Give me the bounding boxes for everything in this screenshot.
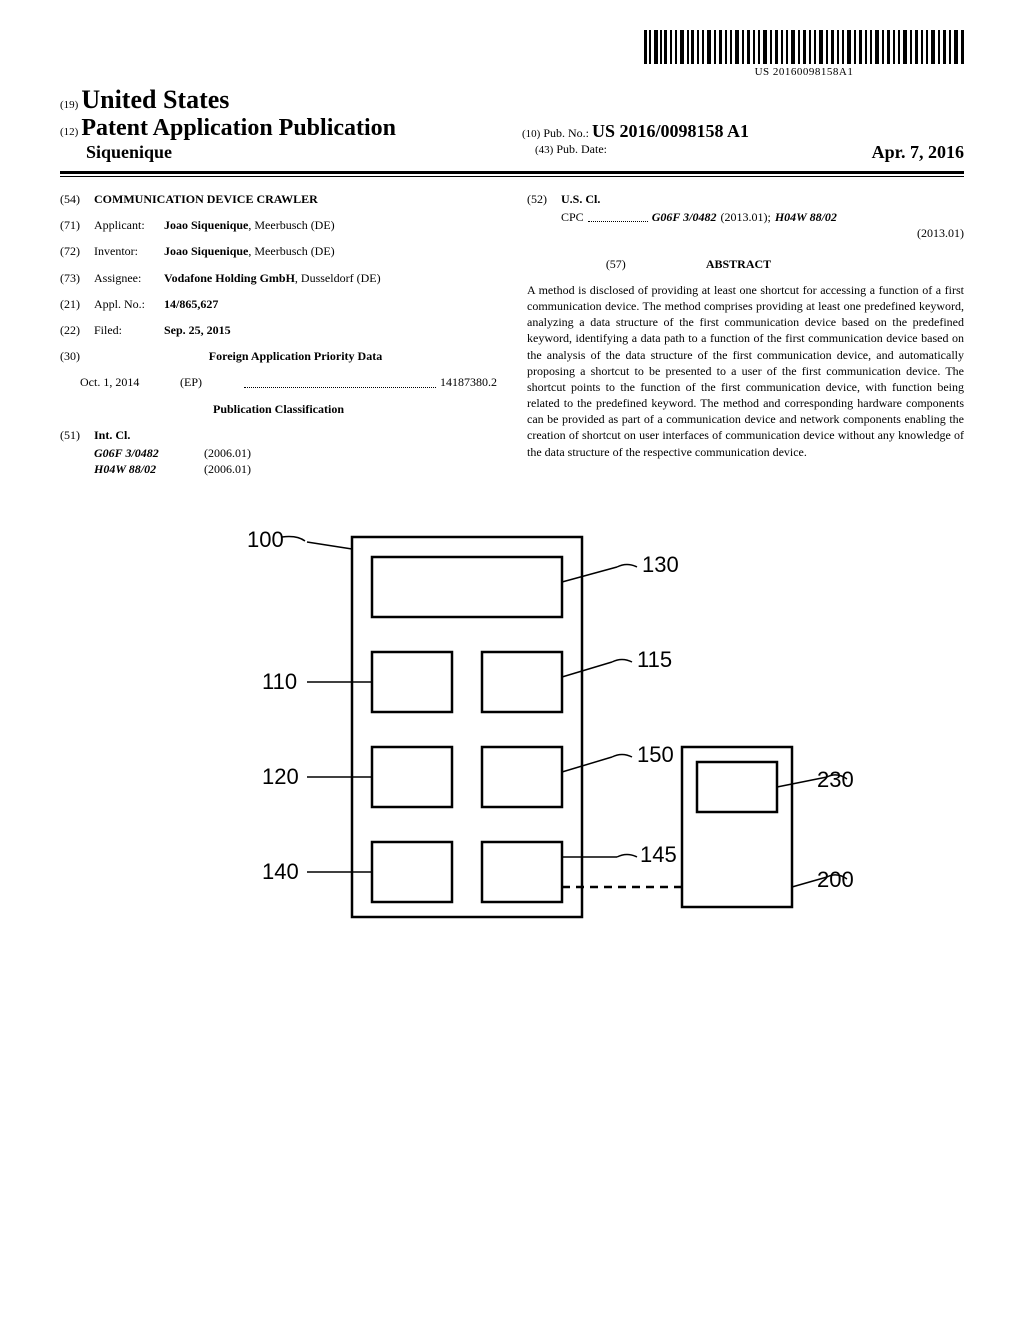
code-73: (73)	[60, 270, 94, 286]
intcl-code-0: G06F 3/0482	[94, 445, 204, 461]
intcl-year-0: (2006.01)	[204, 445, 251, 461]
code-12: (12)	[60, 126, 78, 138]
value-21: 14/865,627	[164, 296, 218, 312]
doc-type: Patent Application Publication	[81, 115, 396, 141]
field-57: (57) ABSTRACT	[527, 256, 964, 272]
fig-label-150: 150	[637, 742, 674, 767]
field-22: (22) Filed: Sep. 25, 2015	[60, 322, 497, 338]
priority-number: 14187380.2	[440, 374, 497, 390]
inventor-line: Siquenique	[86, 142, 172, 162]
code-22: (22)	[60, 322, 94, 338]
intcl-code-1: H04W 88/02	[94, 461, 204, 477]
label-21: Appl. No.:	[94, 296, 164, 312]
pub-date: Apr. 7, 2016	[872, 142, 964, 163]
value-71: Joao Siquenique, Meerbusch (DE)	[164, 217, 497, 233]
code-54: (54)	[60, 191, 94, 207]
fig-label-110: 110	[262, 669, 297, 694]
priority-country: (EP)	[180, 374, 240, 390]
value-72: Joao Siquenique, Meerbusch (DE)	[164, 243, 497, 259]
inventor-loc: , Meerbusch (DE)	[248, 244, 334, 258]
left-column: (54) COMMUNICATION DEVICE CRAWLER (71) A…	[60, 191, 497, 477]
field-30: (30) Foreign Application Priority Data	[60, 348, 497, 364]
figure-area: 100 130 110 115 120 150 140 145 230 200	[60, 517, 964, 937]
code-57: (57)	[606, 256, 626, 272]
fig-label-145: 145	[640, 842, 677, 867]
fig-label-115: 115	[637, 647, 672, 672]
priority-row: Oct. 1, 2014 (EP) 14187380.2	[60, 374, 497, 390]
code-71: (71)	[60, 217, 94, 233]
fig-label-200: 200	[817, 867, 854, 892]
barcode-region: US 20160098158A1	[60, 30, 964, 79]
inventor-name-val: Joao Siquenique	[164, 244, 248, 258]
code-21: (21)	[60, 296, 94, 312]
code-10: (10)	[522, 128, 540, 140]
code-52: (52)	[527, 191, 561, 207]
assignee-loc: , Dusseldorf (DE)	[295, 271, 381, 285]
field-71: (71) Applicant: Joao Siquenique, Meerbus…	[60, 217, 497, 233]
intcl-row-1: H04W 88/02 (2006.01)	[94, 461, 497, 477]
cpc2: H04W 88/02	[775, 209, 837, 225]
fig-label-130: 130	[642, 552, 679, 577]
country-title: United States	[81, 85, 229, 114]
code-19: (19)	[60, 99, 78, 111]
header-row-3: Siquenique (43) Pub. Date: Apr. 7, 2016	[60, 142, 964, 163]
cpc-label: CPC	[561, 209, 584, 225]
cpc2-year: (2013.01)	[917, 226, 964, 240]
cpc1-year: (2013.01);	[720, 209, 770, 225]
label-73: Assignee:	[94, 270, 164, 286]
pub-date-label: Pub. Date:	[556, 142, 607, 156]
value-30: Foreign Application Priority Data	[94, 348, 497, 364]
cpc2-year-row: (2013.01)	[527, 225, 964, 241]
label-52: U.S. Cl.	[561, 191, 600, 207]
applicant-name: Joao Siquenique	[164, 218, 248, 232]
code-43: (43)	[535, 144, 553, 156]
priority-date: Oct. 1, 2014	[80, 374, 180, 390]
value-73: Vodafone Holding GmbH, Dusseldorf (DE)	[164, 270, 497, 286]
title-value: COMMUNICATION DEVICE CRAWLER	[94, 191, 318, 207]
fig-label-120: 120	[262, 764, 299, 789]
figure-svg: 100 130 110 115 120 150 140 145 230 200	[162, 517, 862, 937]
field-72: (72) Inventor: Joao Siquenique, Meerbusc…	[60, 243, 497, 259]
biblio-columns: (54) COMMUNICATION DEVICE CRAWLER (71) A…	[60, 191, 964, 477]
field-73: (73) Assignee: Vodafone Holding GmbH, Du…	[60, 270, 497, 286]
pub-no-label: Pub. No.:	[543, 126, 589, 140]
label-72: Inventor:	[94, 243, 164, 259]
header-row-2: (12) Patent Application Publication (10)…	[60, 115, 964, 142]
barcode-svg	[644, 30, 964, 64]
header-row-1: (19) United States	[60, 85, 964, 115]
label-71: Applicant:	[94, 217, 164, 233]
field-52: (52) U.S. Cl.	[527, 191, 964, 207]
right-column: (52) U.S. Cl. CPC G06F 3/0482 (2013.01);…	[527, 191, 964, 477]
label-22: Filed:	[94, 322, 164, 338]
applicant-loc: , Meerbusch (DE)	[248, 218, 334, 232]
value-22: Sep. 25, 2015	[164, 322, 231, 338]
assignee-name: Vodafone Holding GmbH	[164, 271, 295, 285]
code-72: (72)	[60, 243, 94, 259]
pub-no: US 2016/0098158 A1	[592, 121, 749, 141]
field-51: (51) Int. Cl.	[60, 427, 497, 443]
dots-icon-2	[588, 211, 648, 222]
label-51: Int. Cl.	[94, 427, 130, 443]
barcode-text: US 20160098158A1	[644, 66, 964, 78]
abstract-label: ABSTRACT	[706, 256, 771, 272]
cpc1: G06F 3/0482	[652, 209, 717, 225]
abstract-text: A method is disclosed of providing at le…	[527, 282, 964, 460]
field-21: (21) Appl. No.: 14/865,627	[60, 296, 497, 312]
intcl-row-0: G06F 3/0482 (2006.01)	[94, 445, 497, 461]
cpc-row: CPC G06F 3/0482 (2013.01); H04W 88/02	[527, 209, 964, 225]
fig-label-140: 140	[262, 859, 299, 884]
field-54: (54) COMMUNICATION DEVICE CRAWLER	[60, 191, 497, 207]
header-divider	[60, 171, 964, 177]
pub-class-header: Publication Classification	[60, 401, 497, 417]
intcl-year-1: (2006.01)	[204, 461, 251, 477]
fig-label-230: 230	[817, 767, 854, 792]
code-51: (51)	[60, 427, 94, 443]
barcode: US 20160098158A1	[644, 30, 964, 78]
code-30: (30)	[60, 348, 94, 364]
fig-label-100: 100	[247, 527, 284, 552]
dots-icon	[244, 377, 436, 388]
